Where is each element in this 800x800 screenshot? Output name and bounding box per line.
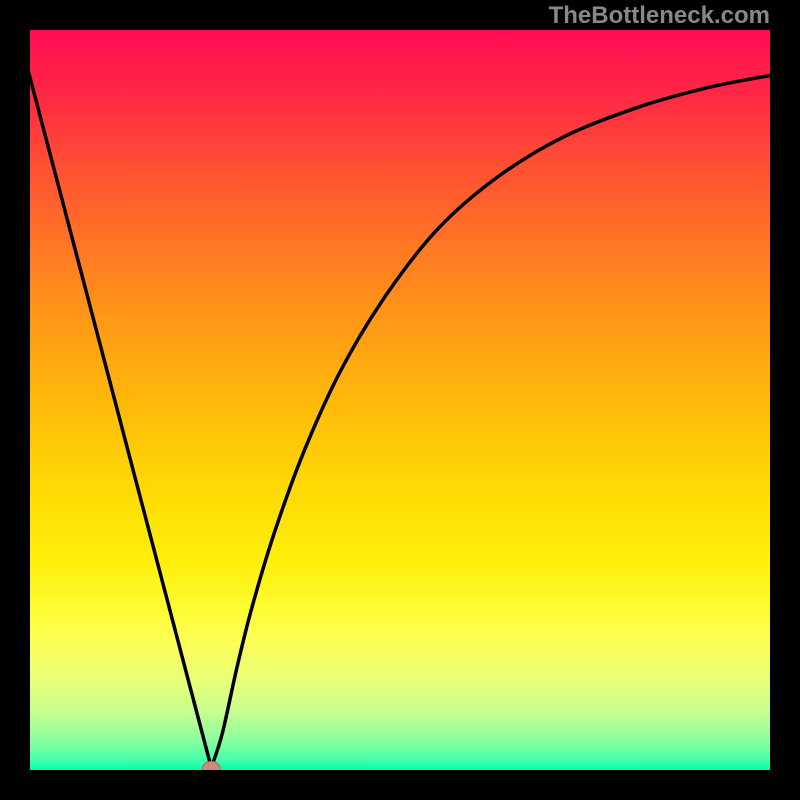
plot-area (30, 30, 770, 770)
watermark-text: TheBottleneck.com (549, 2, 770, 30)
minimum-marker (202, 762, 220, 770)
bottleneck-curve (30, 30, 770, 768)
chart-container: TheBottleneck.com (0, 0, 800, 800)
curve-svg (30, 30, 770, 770)
